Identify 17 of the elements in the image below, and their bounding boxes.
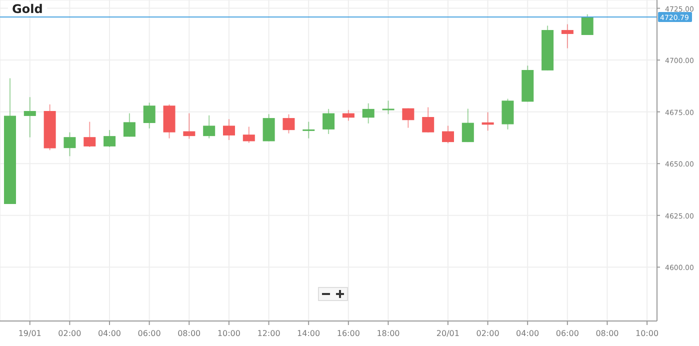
x-tick-label: 06:00 <box>138 329 161 338</box>
x-tick-label: 16:00 <box>336 329 360 338</box>
x-tick-label: 18:00 <box>376 329 400 338</box>
x-tick-label: 06:00 <box>556 329 579 338</box>
x-tick-label: 04:00 <box>98 329 122 338</box>
x-tick-label: 14:00 <box>297 329 320 338</box>
x-tick-label: 10:00 <box>217 329 240 338</box>
x-tick-label: 02:00 <box>58 329 82 338</box>
x-tick-label: 10:00 <box>636 329 659 338</box>
x-tick-label: 20/01 <box>436 329 460 338</box>
x-tick-label: 04:00 <box>516 329 540 338</box>
x-tick-label: 08:00 <box>596 329 619 338</box>
x-tick-label: 02:00 <box>476 329 500 338</box>
chart-title: Gold <box>8 2 47 16</box>
x-tick-label: 19/01 <box>18 329 42 338</box>
x-tick-label: 12:00 <box>257 329 280 338</box>
x-tick-label: 08:00 <box>178 329 201 338</box>
